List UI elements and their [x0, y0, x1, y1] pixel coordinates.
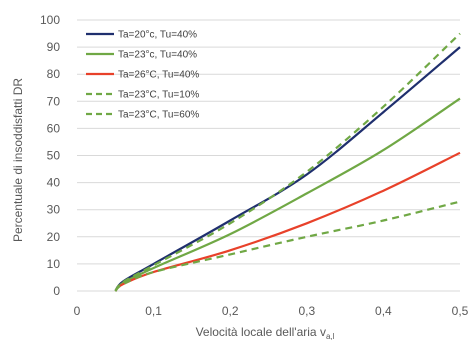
x-tick-label: 0,2 [222, 304, 239, 318]
y-tick-label: 30 [47, 203, 61, 217]
x-tick-label: 0 [74, 304, 81, 318]
y-tick-label: 10 [47, 257, 61, 271]
legend-label-3: Ta=26°C, Tu=40% [118, 70, 199, 81]
legend-label-2: Ta=23°c, Tu=40% [118, 50, 197, 61]
y-axis-title: Percentuale di insoddisfatti DR [11, 78, 25, 242]
x-tick-label: 0,5 [452, 304, 469, 318]
grid-lines [77, 20, 460, 291]
y-tick-label: 70 [47, 94, 61, 108]
y-tick-label: 80 [47, 67, 61, 81]
x-axis-title-main: Velocità locale dell'aria v [196, 325, 326, 339]
y-tick-label: 100 [40, 13, 60, 27]
series-line-2 [115, 99, 460, 291]
x-tick-label: 0,3 [298, 304, 315, 318]
x-tick-label: 0,4 [375, 304, 392, 318]
legend-label-5: Ta=23°C, Tu=60% [118, 110, 199, 121]
x-axis-title-subscript: a,l [326, 332, 335, 341]
y-tick-label: 60 [47, 121, 61, 135]
y-tick-label: 20 [47, 230, 61, 244]
legend-label-4: Ta=23°C, Tu=10% [118, 90, 199, 101]
legend-label-1: Ta=20°c, Tu=40% [118, 30, 197, 41]
x-tick-label: 0,1 [145, 304, 162, 318]
x-axis-title: Velocità locale dell'aria va,l [196, 325, 335, 341]
legend: Ta=20°c, Tu=40% Ta=23°c, Tu=40% Ta=26°C, T… [86, 30, 199, 121]
y-tick-label: 40 [47, 176, 61, 190]
y-tick-label: 90 [47, 40, 61, 54]
x-tick-labels: 0 0,1 0,2 0,3 0,4 0,5 [74, 304, 469, 318]
series-line-4 [115, 202, 460, 291]
y-tick-label: 50 [47, 149, 61, 163]
series-line-3 [115, 153, 460, 291]
y-tick-label: 0 [53, 284, 60, 298]
y-tick-labels: 0 10 20 30 40 50 60 70 80 90 100 [40, 13, 60, 298]
